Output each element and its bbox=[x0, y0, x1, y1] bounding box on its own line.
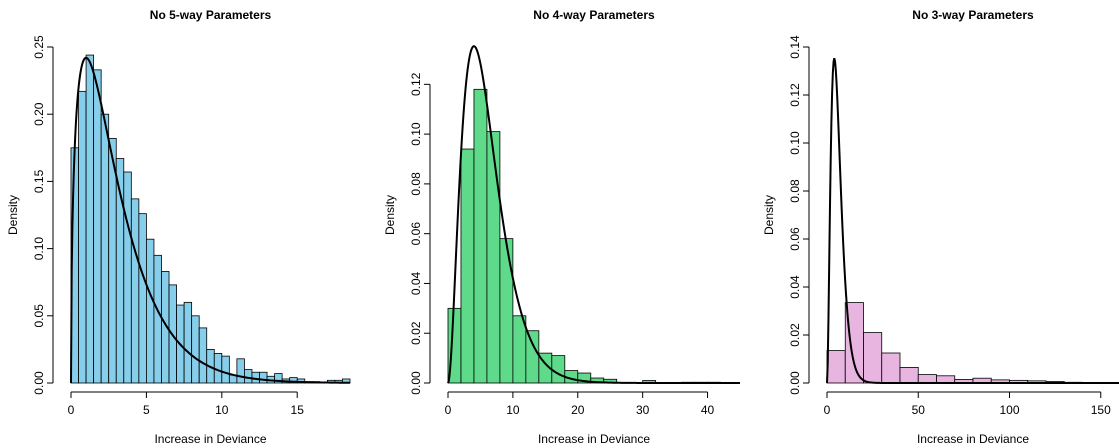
x-tick-label: 30 bbox=[636, 403, 650, 417]
panel-3: 0 50 100 150 0.00 0.02 0.04 0.06 0.08 0.10 0.12 0.1… bbox=[762, 8, 1119, 446]
histogram-bar bbox=[100, 113, 110, 384]
density-curve bbox=[70, 56, 351, 384]
density-curve bbox=[826, 57, 1119, 384]
y-tick-label: 0.05 bbox=[32, 304, 46, 328]
histogram-bar bbox=[274, 373, 283, 384]
y-tick-label: 0.00 bbox=[409, 371, 423, 395]
panel-title: No 5-way Parameters bbox=[150, 8, 272, 22]
y-axis-label: Density bbox=[383, 195, 397, 235]
histogram-bar bbox=[123, 171, 132, 384]
histogram-bar bbox=[93, 69, 102, 384]
histogram-bar bbox=[863, 332, 883, 384]
y-axis-label: Density bbox=[6, 195, 20, 235]
y-tick-label: 0.14 bbox=[788, 35, 802, 59]
histogram-bar bbox=[936, 375, 956, 384]
x-axis-label: Increase in Deviance bbox=[917, 432, 1029, 446]
histogram-bar bbox=[78, 90, 87, 384]
y-tick-label: 0.25 bbox=[32, 35, 46, 59]
histogram-bar bbox=[153, 254, 162, 384]
x-axis-label: Increase in Deviance bbox=[154, 432, 266, 446]
histogram-bar bbox=[551, 355, 566, 384]
y-tick-label: 0.04 bbox=[788, 275, 802, 299]
x-tick-label: 20 bbox=[571, 403, 585, 417]
histogram-bar bbox=[244, 369, 253, 384]
x-tick-label: 150 bbox=[1091, 403, 1111, 417]
x-tick-label: 10 bbox=[215, 403, 229, 417]
y-tick-label: 0.06 bbox=[788, 227, 802, 251]
x-tick-label: 50 bbox=[912, 403, 926, 417]
y-tick-label: 0.10 bbox=[409, 122, 423, 146]
histogram-bar bbox=[826, 350, 846, 384]
x-tick-label: 5 bbox=[143, 403, 150, 417]
y-tick-label: 0.02 bbox=[409, 321, 423, 345]
histogram-bar bbox=[512, 315, 527, 384]
y-tick-label: 0.08 bbox=[788, 179, 802, 203]
histogram-bar bbox=[198, 327, 208, 384]
y-tick-label: 0.20 bbox=[32, 102, 46, 126]
x-tick-label: 100 bbox=[999, 403, 1019, 417]
y-tick-label: 0.12 bbox=[409, 72, 423, 96]
x-tick-label: 10 bbox=[506, 403, 520, 417]
histogram-bar bbox=[221, 355, 230, 384]
x-tick-label: 40 bbox=[701, 403, 715, 417]
y-tick-label: 0.00 bbox=[32, 371, 46, 395]
histogram-bar bbox=[130, 198, 140, 384]
y-tick-label: 0.08 bbox=[409, 172, 423, 196]
histogram-bar bbox=[525, 330, 540, 384]
panel-1: 0 5 10 15 0.00 0.05 0.10 0.15 0.20 0.25 No 5-way P… bbox=[6, 8, 351, 446]
x-axis-label: Increase in Deviance bbox=[538, 432, 650, 446]
histogram-bar bbox=[473, 88, 488, 384]
y-tick-label: 0.12 bbox=[788, 83, 802, 107]
histogram-bar bbox=[85, 54, 95, 384]
panel-title: No 4-way Parameters bbox=[533, 8, 655, 22]
x-tick-label: 0 bbox=[445, 403, 452, 417]
panel-2: 0 10 20 30 40 0.00 0.02 0.04 0.06 0.08 0.10 0.12 No … bbox=[383, 8, 740, 446]
y-tick-label: 0.10 bbox=[788, 131, 802, 155]
y-tick-label: 0.06 bbox=[409, 222, 423, 246]
x-tick-label: 0 bbox=[824, 403, 831, 417]
y-tick-label: 0.00 bbox=[788, 371, 802, 395]
histogram-bar bbox=[881, 352, 901, 384]
histogram-bar bbox=[499, 238, 514, 384]
y-axis-label: Density bbox=[762, 195, 776, 235]
y-tick-label: 0.10 bbox=[32, 237, 46, 261]
y-tick-label: 0.02 bbox=[788, 323, 802, 347]
panel-title: No 3-way Parameters bbox=[912, 8, 1034, 22]
histogram-bar bbox=[138, 213, 147, 384]
y-tick-label: 0.04 bbox=[409, 271, 423, 295]
histogram-bar bbox=[460, 148, 475, 384]
density-curve bbox=[447, 45, 740, 384]
histogram-bar bbox=[917, 374, 937, 384]
histogram-bar bbox=[183, 301, 193, 384]
x-tick-label: 15 bbox=[291, 403, 305, 417]
y-tick-label: 0.15 bbox=[32, 169, 46, 193]
histogram-bar bbox=[486, 131, 501, 384]
histogram-bar bbox=[146, 238, 155, 384]
histogram-bar bbox=[899, 366, 919, 384]
histogram-bar bbox=[236, 358, 245, 384]
x-tick-label: 0 bbox=[68, 403, 75, 417]
histogram-bar bbox=[259, 371, 268, 384]
histogram-bar bbox=[191, 315, 200, 384]
